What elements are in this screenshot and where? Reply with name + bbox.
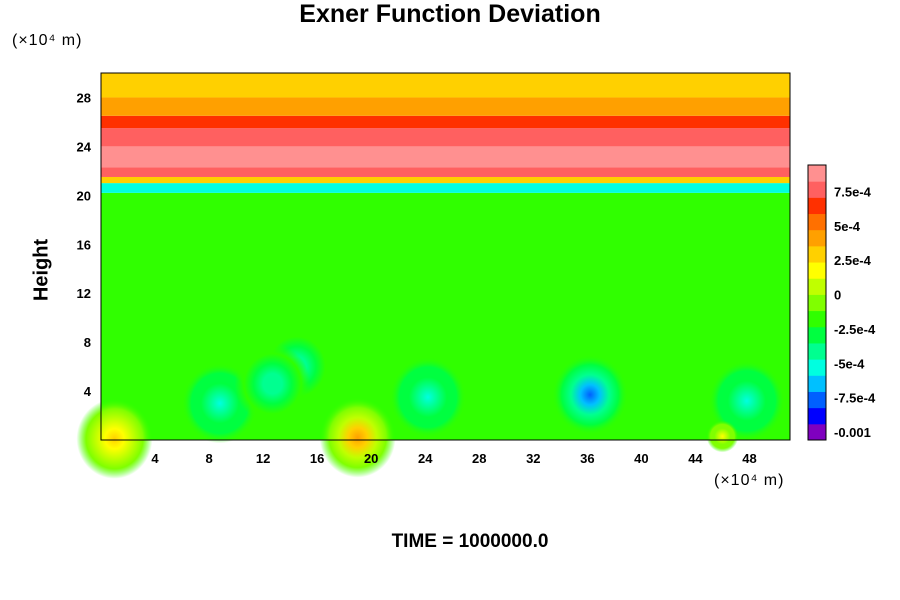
plot-frame <box>100 72 791 441</box>
colorbar-tick-label: 2.5e-4 <box>834 253 872 268</box>
anomaly-1 <box>389 357 466 438</box>
colorbar-swatch <box>808 359 826 376</box>
colorbar-tick-label: -0.001 <box>834 425 871 440</box>
x-tick-label: 16 <box>310 451 324 466</box>
anomaly-layer <box>76 326 785 479</box>
x-axis-unit: (×10⁴ m) <box>714 472 785 489</box>
band-2 <box>101 176 790 184</box>
band-6 <box>101 115 790 129</box>
colorbar-swatch <box>808 375 826 392</box>
x-tick-label: 44 <box>688 451 703 466</box>
anomaly-6 <box>319 397 396 478</box>
band-4 <box>101 146 790 168</box>
y-tick-label: 28 <box>77 90 91 105</box>
anomaly-8 <box>706 420 739 453</box>
colorbar-swatch <box>808 310 826 328</box>
anomaly-5 <box>234 343 311 424</box>
y-tick-label: 4 <box>84 384 92 399</box>
colorbar-swatch <box>808 294 826 312</box>
colorbar-swatch <box>808 326 826 344</box>
x-tick-label: 48 <box>742 451 756 466</box>
y-axis-unit: (×10⁴ m) <box>12 32 83 49</box>
colorbar-tick-label: 7.5e-4 <box>834 184 872 199</box>
colorbar-swatch <box>808 262 826 279</box>
colorbar: 7.5e-4 5e-4 2.5e-4 0 -2.5e-4 -5e-4 -7.5e-4 -0.0… <box>807 164 876 441</box>
colorbar-swatch <box>808 165 826 182</box>
y-tick-label: 8 <box>84 335 91 350</box>
colorbar-swatch <box>808 197 826 215</box>
x-tick-label: 12 <box>256 451 270 466</box>
anomaly-3 <box>708 360 785 441</box>
colorbar-tick-label: -7.5e-4 <box>834 391 876 406</box>
x-tick-label: 8 <box>205 451 212 466</box>
band-3 <box>101 167 790 177</box>
anomaly-2 <box>552 354 629 435</box>
time-label: TIME = 1000000.0 <box>391 531 549 552</box>
x-tick-label: 36 <box>580 451 594 466</box>
colorbar-tick-label: 5e-4 <box>834 219 861 234</box>
y-tick-label: 12 <box>77 286 91 301</box>
y-tick-layer: 4 8 12 16 20 24 28 <box>77 90 92 399</box>
x-tick-label: 20 <box>364 451 378 466</box>
anomaly-7 <box>76 398 153 479</box>
x-tick-label: 4 <box>151 451 159 466</box>
x-tick-layer: 4 8 12 16 20 24 28 32 36 40 44 48 <box>151 451 756 466</box>
x-tick-label: 32 <box>526 451 540 466</box>
colorbar-swatch <box>808 245 826 263</box>
colorbar-tick-label: -5e-4 <box>834 356 865 371</box>
y-tick-label: 16 <box>77 237 91 252</box>
colorbar-swatch <box>808 229 826 247</box>
colorbar-swatch <box>808 213 826 231</box>
band-7 <box>101 97 790 116</box>
x-tick-label: 28 <box>472 451 486 466</box>
chart-title: Exner Function Deviation <box>299 0 601 28</box>
colorbar-swatch <box>808 423 826 441</box>
colorbar-swatch <box>808 407 826 425</box>
colorbar-swatch <box>808 391 826 409</box>
colorbar-swatch <box>808 278 826 295</box>
y-tick-label: 20 <box>77 188 91 203</box>
x-tick-label: 24 <box>418 451 433 466</box>
colorbar-tick-label: -2.5e-4 <box>834 322 876 337</box>
band-5 <box>101 128 790 147</box>
x-tick-label: 40 <box>634 451 648 466</box>
colorbar-swatch <box>808 181 826 198</box>
colorbar-swatch <box>808 342 826 360</box>
colorbar-frame <box>807 164 827 441</box>
band-1 <box>101 183 790 193</box>
band-8 <box>101 73 790 98</box>
colorbar-tick-label: 0 <box>834 288 841 303</box>
y-tick-label: 24 <box>77 139 92 154</box>
